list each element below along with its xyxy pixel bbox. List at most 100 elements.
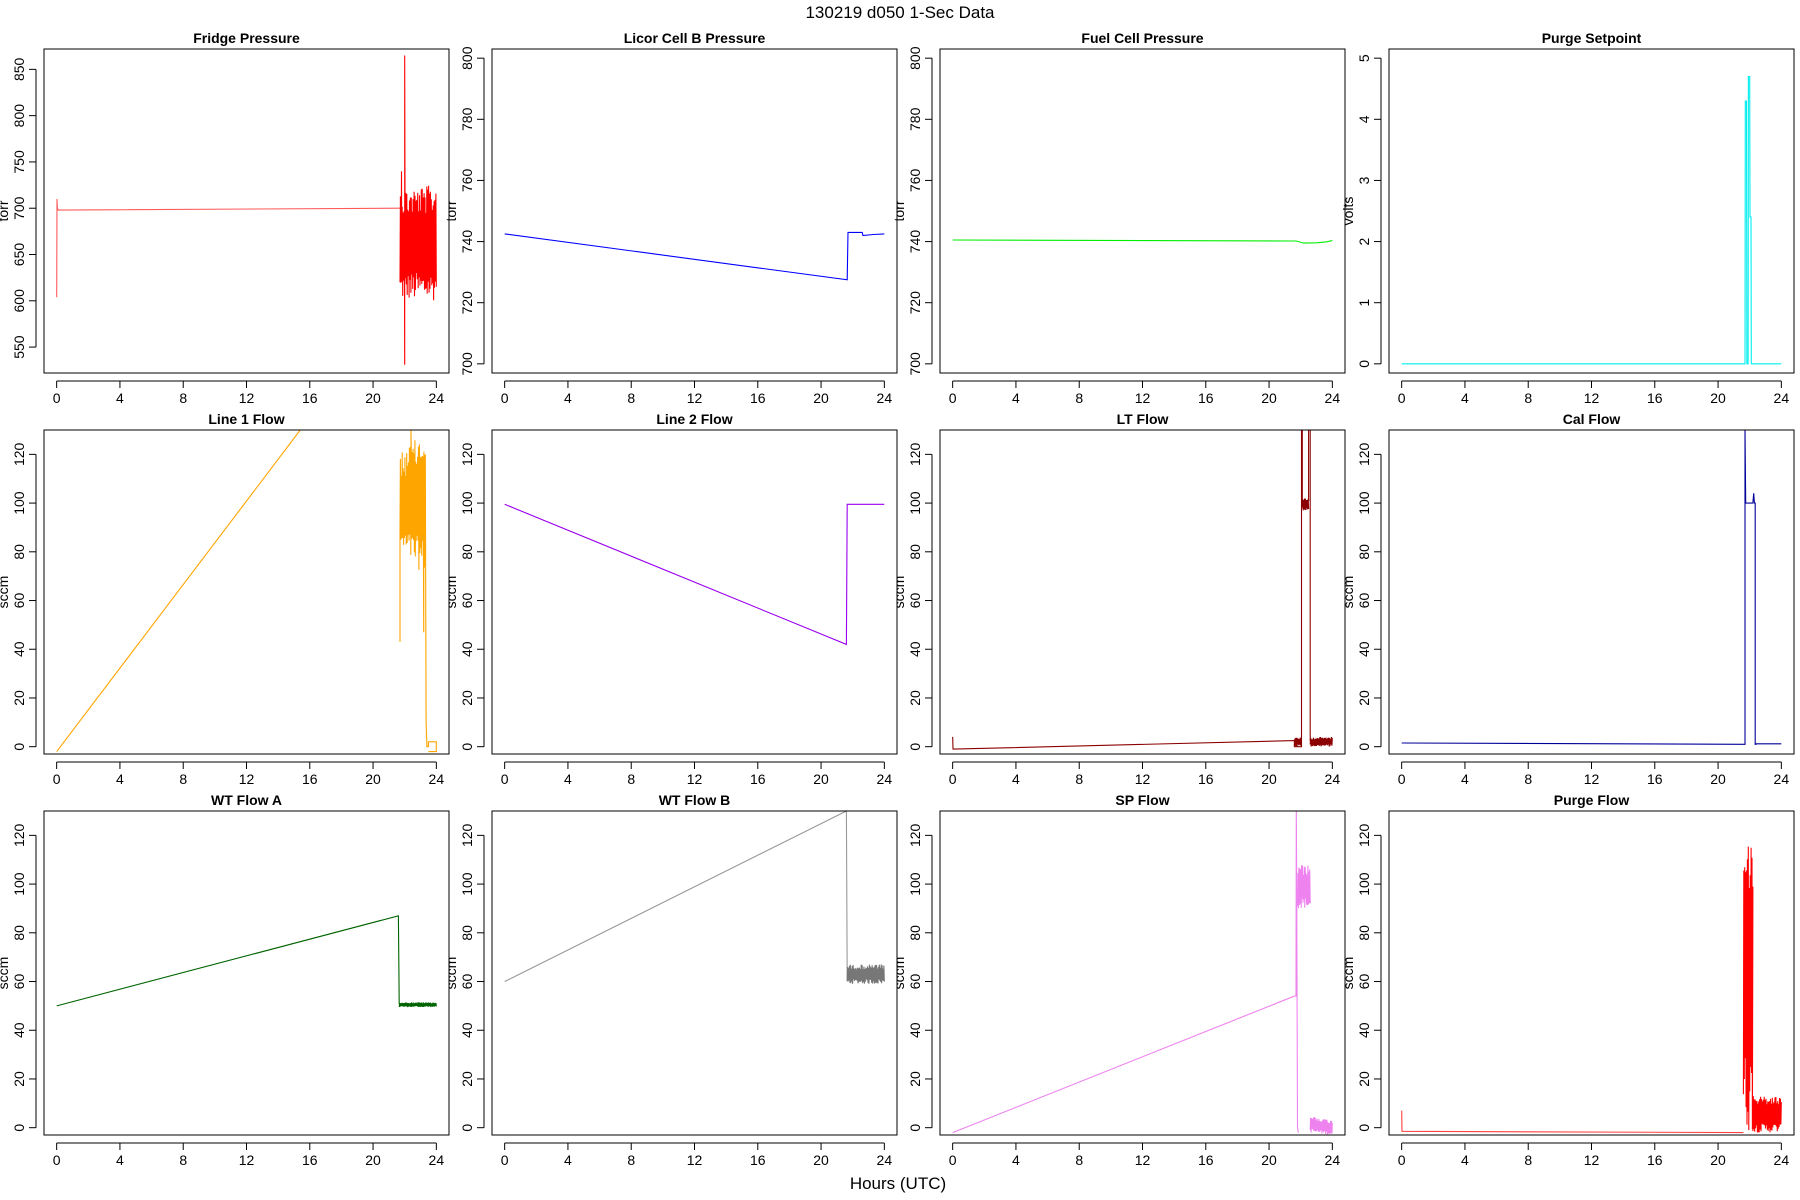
y-tick-label: 60 — [459, 974, 475, 990]
x-tick-label: 8 — [179, 771, 187, 787]
x-tick-label: 20 — [365, 390, 381, 406]
x-tick-label: 24 — [1325, 390, 1341, 406]
series-line — [1752, 1096, 1782, 1133]
y-tick-label: 100 — [1356, 872, 1372, 896]
y-tick-label: 0 — [11, 1124, 27, 1132]
y-axis-label: sccm — [0, 576, 11, 609]
y-tick-label: 20 — [1356, 1071, 1372, 1087]
y-tick-label: 80 — [1356, 544, 1372, 560]
y-tick-label: 760 — [459, 169, 475, 193]
x-tick-label: 8 — [1075, 1152, 1083, 1168]
y-tick-label: 80 — [11, 925, 27, 941]
x-tick-label: 16 — [1647, 390, 1663, 406]
plot-frame — [491, 429, 898, 755]
x-tick-label: 16 — [1198, 771, 1214, 787]
series-group — [504, 811, 885, 984]
y-tick-label: 800 — [11, 104, 27, 128]
x-tick-label: 0 — [501, 1152, 509, 1168]
x-tick-label: 20 — [1261, 390, 1277, 406]
x-tick-label: 16 — [302, 771, 318, 787]
x-tick-label: 0 — [501, 390, 509, 406]
panel-title: WT Flow A — [211, 792, 282, 808]
y-tick-label: 40 — [11, 641, 27, 657]
series-group — [1401, 430, 1782, 745]
x-tick-label: 16 — [750, 771, 766, 787]
y-tick-label: 780 — [459, 107, 475, 131]
x-tick-label: 4 — [1461, 1152, 1469, 1168]
y-tick-label: 60 — [907, 974, 923, 990]
x-tick-label: 8 — [627, 771, 635, 787]
y-tick-label: 1 — [1356, 299, 1372, 307]
y-tick-label: 0 — [907, 743, 923, 751]
y-tick-label: 40 — [459, 641, 475, 657]
y-tick-label: 120 — [907, 442, 923, 466]
series-line — [1401, 1110, 1744, 1134]
y-tick-label: 20 — [907, 1071, 923, 1087]
x-tick-label: 0 — [53, 771, 61, 787]
plot-frame — [939, 810, 1346, 1136]
x-tick-label: 8 — [179, 1152, 187, 1168]
y-tick-label: 20 — [11, 690, 27, 706]
plot-frame — [939, 429, 1346, 755]
x-tick-label: 12 — [1584, 771, 1600, 787]
x-tick-label: 16 — [750, 390, 766, 406]
y-tick-label: 80 — [1356, 925, 1372, 941]
x-tick-label: 24 — [877, 390, 893, 406]
series-group — [504, 231, 885, 281]
x-tick-label: 16 — [750, 1152, 766, 1168]
x-tick-label: 20 — [813, 1152, 829, 1168]
panel: LT Flow sccm 0 4 8 12 16 20 24 0 20 40 60 80 100 120 — [891, 411, 1346, 787]
y-tick-label: 120 — [907, 823, 923, 847]
x-tick-label: 4 — [564, 1152, 572, 1168]
y-tick-label: 0 — [1356, 1124, 1372, 1132]
y-tick-label: 60 — [459, 593, 475, 609]
panel-title: Line 1 Flow — [208, 411, 284, 427]
y-axis-label: volts — [1340, 197, 1356, 226]
y-tick-label: 120 — [459, 823, 475, 847]
y-axis-label: torr — [443, 200, 459, 221]
panel: Purge Flow sccm 0 4 8 12 16 20 24 0 20 40 60 80 100 120 — [1340, 792, 1795, 1168]
y-tick-label: 40 — [907, 1022, 923, 1038]
series-line — [1742, 846, 1754, 1131]
x-tick-label: 4 — [1012, 771, 1020, 787]
y-axis-label: torr — [891, 200, 907, 221]
y-tick-label: 40 — [1356, 641, 1372, 657]
x-tick-label: 4 — [116, 1152, 124, 1168]
panel-title: LT Flow — [1117, 411, 1169, 427]
y-tick-label: 740 — [907, 230, 923, 254]
series-group — [56, 55, 437, 365]
y-tick-label: 80 — [11, 544, 27, 560]
series-group — [56, 915, 437, 1008]
plot-frame — [939, 48, 1346, 374]
series-group — [1401, 846, 1782, 1134]
series-line — [1301, 498, 1310, 511]
y-axis-label: sccm — [891, 576, 907, 609]
x-tick-label: 8 — [1075, 390, 1083, 406]
panel: Cal Flow sccm 0 4 8 12 16 20 24 0 20 40 60 80 100 120 — [1340, 411, 1795, 787]
x-tick-label: 4 — [116, 771, 124, 787]
plot-frame — [1388, 810, 1795, 1136]
series-group — [1401, 75, 1782, 365]
x-tick-label: 4 — [1012, 390, 1020, 406]
y-tick-label: 100 — [459, 491, 475, 515]
y-tick-label: 550 — [11, 335, 27, 359]
y-tick-label: 740 — [459, 230, 475, 254]
plot-frame — [43, 429, 450, 755]
x-tick-label: 12 — [1135, 390, 1151, 406]
y-tick-label: 0 — [907, 1124, 923, 1132]
panel: Fridge Pressure torr 0 4 8 12 16 20 24 550 600 650 7… — [0, 30, 450, 406]
x-tick-label: 8 — [1524, 771, 1532, 787]
y-tick-label: 120 — [11, 442, 27, 466]
series-group — [56, 430, 437, 753]
series-line — [398, 1002, 437, 1008]
x-tick-label: 16 — [302, 1152, 318, 1168]
plot-frame — [1388, 429, 1795, 755]
panel-title: Purge Flow — [1554, 792, 1630, 808]
y-tick-label: 700 — [459, 352, 475, 376]
x-tick-label: 12 — [1135, 771, 1151, 787]
y-tick-label: 5 — [1356, 54, 1372, 62]
y-tick-label: 780 — [907, 107, 923, 131]
y-tick-label: 0 — [11, 743, 27, 751]
